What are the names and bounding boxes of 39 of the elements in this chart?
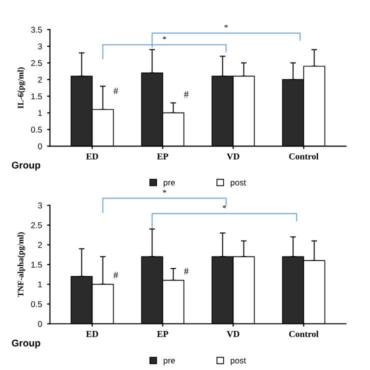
y-tick-label: 0 [38,320,42,327]
annotation: # [184,268,189,274]
annotation: * [222,205,226,208]
annotation: * [162,36,166,40]
y-tick-label: 0.5 [31,126,42,133]
y-tick-label: 2 [38,76,42,83]
y-tick-label: 0.5 [31,301,42,308]
y-tick-label: 1 [38,282,42,288]
y-axis-title: IL-6(pg/ml) [18,67,26,108]
x-axis-title: Group [12,340,40,348]
x-tick-label: ED [86,331,98,337]
x-tick-label: Control [289,153,318,160]
y-tick-label: 3 [38,202,42,208]
y-tick-label: 1.5 [31,262,42,268]
legend-label: pre [164,358,175,366]
y-tick-label: 1 [38,110,42,116]
y-tick-label: 2 [38,242,42,248]
legend-label: post [230,180,246,188]
y-tick-label: 0 [38,143,42,150]
x-tick-label: VD [226,153,240,160]
x-tick-label: ED [86,153,98,160]
y-tick-label: 3.5 [31,26,42,33]
annotation: # [114,272,118,278]
x-tick-label: EP [157,331,168,337]
x-axis-title: Group [12,162,40,170]
y-tick-label: 2.5 [31,60,42,66]
y-tick-label: 2.5 [31,222,42,228]
y-axis-title: TNF-alpha(pg/ml) [18,232,26,298]
y-tick-label: 1.5 [31,93,42,100]
text: * [162,190,166,193]
legend-label: pre [164,180,175,188]
x-tick-label: VD [226,331,240,338]
annotation: # [184,91,189,98]
y-tick-label: 3 [38,43,42,50]
x-tick-label: Control [289,330,318,338]
text: * [224,24,228,28]
annotation: # [114,88,118,94]
legend-label: post [230,358,246,366]
x-tick-label: EP [157,153,168,160]
